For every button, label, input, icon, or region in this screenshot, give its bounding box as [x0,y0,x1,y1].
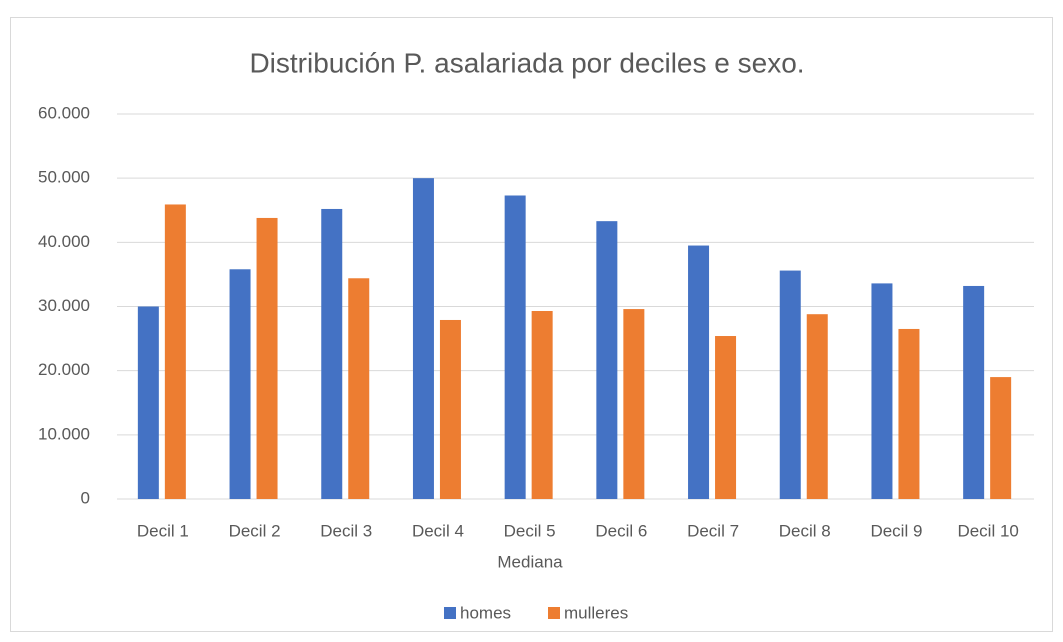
bar [779,270,801,499]
bar [596,221,618,500]
bar [963,285,985,499]
y-tick-label: 40.000 [38,232,90,251]
bar [504,195,526,499]
bar [348,278,370,499]
x-tick-label: Decil 8 [779,521,831,540]
x-tick-label: Decil 7 [687,521,739,540]
bar [688,245,710,499]
y-tick-label: 30.000 [38,296,90,315]
x-tick-label: Decil 3 [320,521,372,540]
y-tick-label: 0 [81,488,90,507]
y-tick-label: 50.000 [38,168,90,187]
legend-swatch [444,607,456,619]
y-tick-label: 60.000 [38,103,90,122]
bar [321,208,343,499]
bar [256,217,278,499]
chart-title: Distribución P. asalariada por deciles e… [249,47,804,78]
bar [439,319,461,499]
bar [898,328,920,499]
x-tick-label: Decil 10 [957,521,1018,540]
bar [990,377,1012,499]
y-tick-label: 20.000 [38,360,90,379]
bar [806,314,828,499]
bar [229,269,251,499]
legend-swatch [548,607,560,619]
legend-label: mulleres [564,603,628,622]
bar [164,204,186,499]
x-tick-label: Decil 5 [504,521,556,540]
legend-label: homes [460,603,511,622]
bar [137,306,159,499]
bar [531,310,553,499]
x-tick-label: Decil 4 [412,521,464,540]
bar [623,309,645,499]
y-tick-label: 10.000 [38,424,90,443]
x-tick-label: Decil 9 [870,521,922,540]
bar [715,336,737,499]
x-axis-label: Mediana [497,552,563,571]
bar [871,283,893,499]
x-tick-label: Decil 6 [595,521,647,540]
x-tick-label: Decil 1 [137,521,189,540]
bar [412,178,434,499]
x-tick-label: Decil 2 [229,521,281,540]
